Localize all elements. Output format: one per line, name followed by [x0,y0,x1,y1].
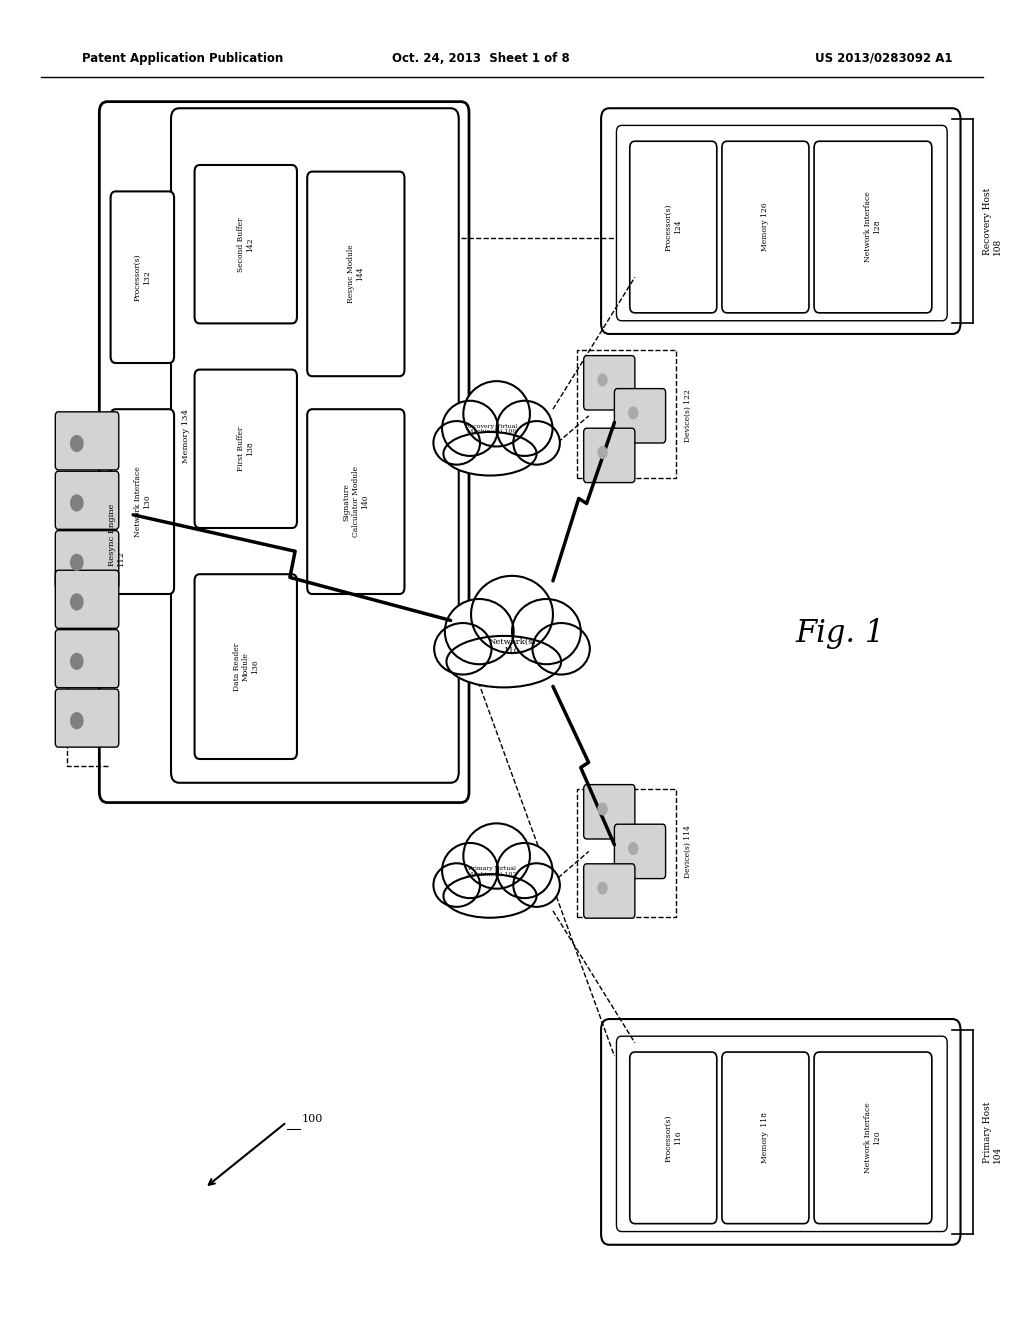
Text: Recovery Virtual
Machine(s) 106: Recovery Virtual Machine(s) 106 [465,424,518,434]
Text: Network Interface
128: Network Interface 128 [864,191,882,263]
Ellipse shape [442,401,498,455]
Text: US 2013/0283092 A1: US 2013/0283092 A1 [815,51,952,65]
Text: Second Buffer
142: Second Buffer 142 [238,216,254,272]
Ellipse shape [497,401,553,455]
Text: Primary Virtual
Machine(s) 102: Primary Virtual Machine(s) 102 [467,866,516,876]
Ellipse shape [497,843,553,898]
Text: 100: 100 [302,1114,324,1125]
Text: First Buffer
138: First Buffer 138 [238,426,254,471]
Circle shape [71,594,83,610]
FancyBboxPatch shape [814,141,932,313]
Ellipse shape [513,421,560,465]
Ellipse shape [513,863,560,907]
FancyBboxPatch shape [614,388,666,444]
Circle shape [598,374,607,385]
Circle shape [598,446,607,458]
FancyBboxPatch shape [630,141,717,313]
Text: Processor(s)
116: Processor(s) 116 [665,1114,682,1162]
Text: Patent Application Publication: Patent Application Publication [82,51,284,65]
Text: Oct. 24, 2013  Sheet 1 of 8: Oct. 24, 2013 Sheet 1 of 8 [392,51,570,65]
Ellipse shape [442,843,498,898]
Text: Memory 134: Memory 134 [182,409,190,462]
Text: Signature
Calculator Module
140: Signature Calculator Module 140 [343,466,369,537]
FancyBboxPatch shape [601,108,961,334]
Text: Network Interface
120: Network Interface 120 [864,1102,882,1173]
Text: Device(s) 122: Device(s) 122 [684,389,692,442]
Ellipse shape [463,824,530,888]
FancyBboxPatch shape [584,428,635,483]
FancyBboxPatch shape [55,531,119,589]
Text: Data Reader
Module
136: Data Reader Module 136 [232,643,259,690]
FancyBboxPatch shape [55,570,119,628]
Text: Recovery Host
108: Recovery Host 108 [983,187,1002,256]
Ellipse shape [512,599,581,664]
FancyBboxPatch shape [616,125,947,321]
Text: Network(s)
110: Network(s) 110 [488,638,536,656]
Ellipse shape [532,623,590,675]
FancyBboxPatch shape [171,108,459,783]
Text: Resync Engine
112: Resync Engine 112 [108,503,125,566]
Circle shape [71,436,83,451]
Ellipse shape [444,599,514,664]
FancyBboxPatch shape [722,1052,809,1224]
Circle shape [71,495,83,511]
FancyBboxPatch shape [55,471,119,529]
FancyBboxPatch shape [99,102,469,803]
Ellipse shape [471,576,553,653]
FancyBboxPatch shape [55,630,119,688]
FancyBboxPatch shape [630,1052,717,1224]
FancyBboxPatch shape [55,412,119,470]
Text: Primary Host
104: Primary Host 104 [983,1102,1002,1163]
FancyBboxPatch shape [111,409,174,594]
FancyBboxPatch shape [584,355,635,411]
FancyBboxPatch shape [614,824,666,879]
FancyBboxPatch shape [195,574,297,759]
Circle shape [629,407,638,418]
FancyBboxPatch shape [722,141,809,313]
FancyBboxPatch shape [584,863,635,919]
FancyBboxPatch shape [307,172,404,376]
Ellipse shape [443,432,537,475]
FancyBboxPatch shape [584,784,635,840]
Circle shape [71,554,83,570]
Text: Processor(s)
132: Processor(s) 132 [134,253,151,301]
Text: Memory 126: Memory 126 [762,203,769,251]
Circle shape [71,713,83,729]
FancyBboxPatch shape [616,1036,947,1232]
FancyBboxPatch shape [195,370,297,528]
Ellipse shape [433,863,480,907]
Ellipse shape [463,381,530,446]
FancyBboxPatch shape [307,409,404,594]
Ellipse shape [434,623,492,675]
Circle shape [598,882,607,894]
Text: Fig. 1: Fig. 1 [795,618,885,649]
Text: Resync Module
144: Resync Module 144 [347,244,365,304]
Circle shape [629,842,638,854]
Text: Processor(s)
124: Processor(s) 124 [665,203,682,251]
FancyBboxPatch shape [601,1019,961,1245]
FancyBboxPatch shape [195,165,297,323]
Ellipse shape [446,636,561,688]
FancyBboxPatch shape [814,1052,932,1224]
Ellipse shape [433,421,480,465]
Circle shape [71,653,83,669]
Text: Memory  118: Memory 118 [762,1113,769,1163]
Circle shape [598,803,607,814]
Ellipse shape [443,874,537,917]
FancyBboxPatch shape [55,689,119,747]
Text: Device(s) 114: Device(s) 114 [684,825,692,878]
Text: Network Interface
130: Network Interface 130 [134,466,151,537]
FancyBboxPatch shape [111,191,174,363]
